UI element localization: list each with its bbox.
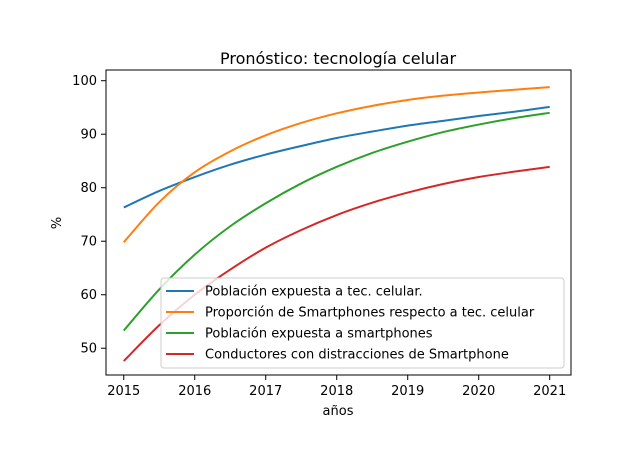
- x-tick-label: 2017: [249, 384, 282, 399]
- legend-label-1: Población expuesta a tec. celular.: [205, 285, 423, 300]
- series-line-3: [122, 111, 550, 332]
- y-tick-label: 80: [80, 181, 97, 196]
- legend-label-2: Proporción de Smartphones respecto a tec…: [205, 306, 535, 321]
- legend-label-4: Conductores con distracciones de Smartph…: [205, 348, 509, 363]
- y-axis: 50 60 70 80 90 100: [72, 74, 106, 357]
- x-tick-label: 2015: [107, 384, 140, 399]
- y-tick-label: 100: [72, 74, 97, 89]
- y-tick-label: 60: [80, 288, 97, 303]
- y-axis-label: %: [50, 217, 65, 229]
- x-tick-label: 2019: [391, 384, 424, 399]
- series-line-1: [123, 105, 550, 209]
- x-tick-label: 2016: [178, 384, 211, 399]
- legend-label-3: Población expuesta a smartphones: [205, 327, 433, 342]
- chart-title: Pronóstico: tecnología celular: [220, 49, 456, 68]
- y-tick-label: 90: [80, 128, 97, 143]
- x-axis: 2015 2016 2017 2018 2019 2020 2021: [107, 375, 566, 399]
- x-axis-label: años: [323, 404, 354, 419]
- legend-box: [160, 277, 565, 369]
- series-line-2: [123, 86, 550, 243]
- x-tick-label: 2018: [320, 384, 353, 399]
- legend: Población expuesta a tec. celular. Propor…: [160, 277, 565, 369]
- y-tick-label: 70: [80, 235, 97, 250]
- plot-area-frame: [105, 69, 572, 376]
- y-tick-label: 50: [80, 342, 97, 357]
- x-tick-label: 2020: [462, 384, 495, 399]
- x-tick-label: 2021: [533, 384, 566, 399]
